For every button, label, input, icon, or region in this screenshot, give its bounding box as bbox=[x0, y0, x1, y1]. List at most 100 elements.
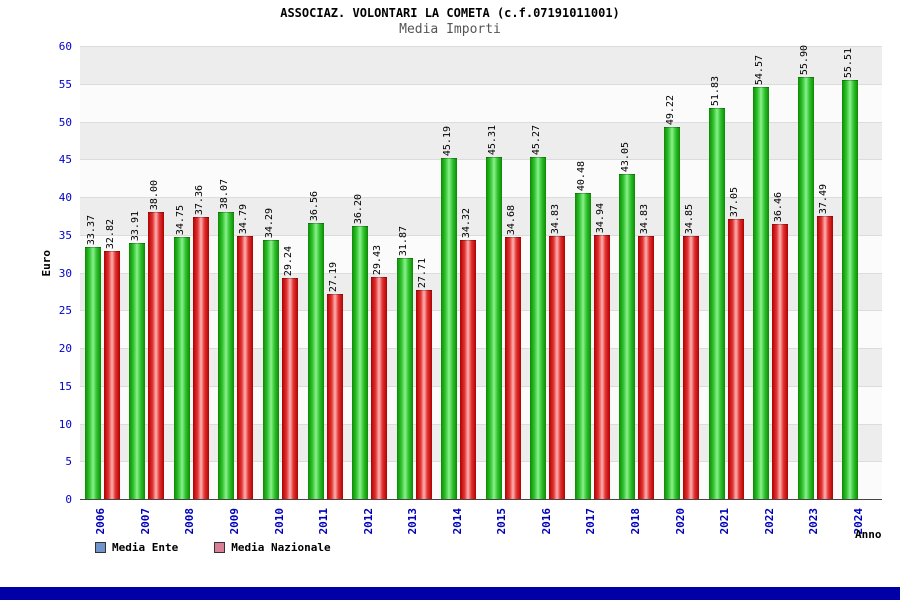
chart-title: ASSOCIAZ. VOLONTARI LA COMETA (c.f.07191… bbox=[280, 6, 620, 20]
value-label-media-ente-2024: 55.51 bbox=[843, 47, 855, 78]
gridline bbox=[80, 423, 882, 425]
bar-media-ente-2021 bbox=[708, 107, 725, 500]
bar-media-ente-2018 bbox=[619, 173, 636, 500]
bar-media-nazionale-2023 bbox=[816, 215, 833, 500]
bar-media-ente-2024 bbox=[842, 79, 859, 500]
plot-band bbox=[80, 311, 882, 349]
value-label-media-nazionale-2017: 34.94 bbox=[594, 203, 606, 234]
bar-media-ente-2014 bbox=[441, 157, 458, 500]
value-label-media-nazionale-2016: 34.83 bbox=[550, 203, 562, 235]
gridline bbox=[80, 272, 882, 274]
plot-band bbox=[80, 122, 882, 161]
gridline bbox=[80, 197, 882, 198]
bar-media-nazionale-2009 bbox=[237, 236, 254, 500]
bar-media-nazionale-2018 bbox=[638, 236, 655, 500]
media-nazionale-swatch-icon bbox=[214, 542, 226, 553]
x-tick-label-2006: 2006 bbox=[94, 508, 108, 535]
x-tick-label-2018: 2018 bbox=[628, 508, 642, 535]
x-tick-label-2014: 2014 bbox=[450, 508, 464, 535]
bar-media-ente-2010 bbox=[263, 240, 279, 500]
legend-label-media-ente: Media Ente bbox=[112, 541, 179, 554]
x-tick-label-2015: 2015 bbox=[495, 508, 509, 535]
gridline bbox=[80, 159, 882, 161]
gridline bbox=[80, 348, 882, 349]
value-label-media-ente-2022: 54.57 bbox=[754, 54, 766, 85]
value-label-media-nazionale-2011: 27.19 bbox=[327, 261, 339, 292]
value-label-media-nazionale-2009: 34.79 bbox=[238, 204, 250, 235]
bar-media-nazionale-2011 bbox=[326, 293, 343, 500]
x-tick-label-2010: 2010 bbox=[272, 508, 286, 535]
value-label-media-nazionale-2014: 34.32 bbox=[461, 207, 473, 238]
bar-media-ente-2023 bbox=[797, 76, 814, 500]
bar-media-ente-2013 bbox=[396, 258, 413, 500]
gridline bbox=[80, 83, 882, 85]
plot-band bbox=[80, 424, 882, 463]
bar-media-nazionale-2015 bbox=[504, 237, 521, 500]
y-tick-label: 60 bbox=[58, 40, 72, 53]
x-tick-label-2012: 2012 bbox=[361, 508, 375, 535]
bar-media-nazionale-2007 bbox=[148, 212, 165, 500]
value-label-media-nazionale-2013: 27.71 bbox=[416, 257, 428, 288]
bar-media-ente-2017 bbox=[574, 193, 591, 500]
x-tick-label-2022: 2022 bbox=[762, 508, 776, 535]
bar-media-nazionale-2010 bbox=[282, 278, 298, 500]
y-tick-label: 50 bbox=[58, 115, 72, 129]
gridline bbox=[80, 46, 882, 47]
y-tick-label: 5 bbox=[65, 455, 72, 469]
plot-band bbox=[80, 273, 882, 312]
y-tick-label: 55 bbox=[58, 77, 72, 91]
value-label-media-ente-2023: 55.90 bbox=[798, 44, 810, 75]
x-tick-label-2007: 2007 bbox=[138, 508, 152, 535]
y-tick-label: 40 bbox=[58, 191, 72, 204]
gridline bbox=[80, 310, 882, 312]
x-tick-label-2009: 2009 bbox=[227, 508, 241, 535]
x-tick-label-2023: 2023 bbox=[807, 508, 821, 535]
y-tick-label: 25 bbox=[58, 304, 72, 318]
bar-media-nazionale-2012 bbox=[371, 276, 388, 500]
plot-band bbox=[80, 462, 882, 500]
value-label-media-nazionale-2021: 37.05 bbox=[728, 187, 740, 218]
footer-bar bbox=[0, 587, 900, 600]
bar-media-ente-2022 bbox=[753, 87, 770, 500]
chart-subtitle: Media Importi bbox=[399, 22, 501, 37]
bar-media-nazionale-2021 bbox=[727, 219, 744, 500]
value-label-media-nazionale-2010: 29.24 bbox=[283, 246, 294, 277]
value-label-media-nazionale-2015: 34.68 bbox=[505, 205, 517, 236]
plot-band bbox=[80, 349, 882, 387]
bar-media-nazionale-2008 bbox=[192, 216, 209, 500]
value-label-media-nazionale-2023: 37.49 bbox=[817, 183, 829, 214]
x-axis-title: Anno bbox=[855, 528, 882, 541]
value-label-media-nazionale-2020: 34.85 bbox=[684, 203, 695, 234]
x-tick-label-2016: 2016 bbox=[539, 508, 553, 535]
bar-media-ente-2006 bbox=[84, 247, 101, 500]
gridline bbox=[80, 461, 882, 463]
plot-area: 33.37 32.82 33.91 38.00 34.75 37.36 38.07 34.79… bbox=[80, 44, 882, 500]
value-label-media-nazionale-2012: 29.43 bbox=[372, 244, 384, 275]
bar-media-ente-2008 bbox=[173, 236, 190, 500]
gridline bbox=[80, 234, 882, 236]
value-label-media-nazionale-2022: 36.46 bbox=[773, 191, 785, 222]
bar-media-ente-2011 bbox=[307, 222, 324, 500]
bar-media-ente-2007 bbox=[129, 242, 146, 500]
legend-item-media-ente: Media Ente bbox=[95, 541, 178, 554]
value-label-media-ente-2007: 33.91 bbox=[130, 210, 142, 241]
y-tick-label: 20 bbox=[58, 342, 72, 355]
bar-media-ente-2020 bbox=[664, 127, 680, 500]
value-label-media-ente-2006: 33.37 bbox=[85, 214, 97, 246]
bar-media-ente-2012 bbox=[352, 225, 369, 500]
value-label-media-nazionale-2008: 37.36 bbox=[193, 184, 205, 215]
value-label-media-ente-2012: 36.20 bbox=[353, 193, 365, 224]
bar-media-ente-2009 bbox=[218, 211, 235, 500]
plot-band bbox=[80, 47, 882, 85]
y-tick-label: 30 bbox=[58, 266, 72, 280]
legend: Media Ente Media Nazionale bbox=[95, 541, 331, 554]
gridline bbox=[80, 385, 882, 387]
x-tick-label-2008: 2008 bbox=[183, 508, 197, 535]
legend-label-media-nazionale: Media Nazionale bbox=[231, 541, 331, 554]
bar-media-nazionale-2017 bbox=[593, 235, 610, 500]
bar-media-nazionale-2022 bbox=[772, 223, 789, 500]
x-tick-label-2013: 2013 bbox=[406, 508, 420, 535]
bar-media-ente-2016 bbox=[530, 157, 547, 500]
value-label-media-nazionale-2018: 34.83 bbox=[639, 203, 651, 235]
media-ente-swatch-icon bbox=[95, 542, 106, 553]
